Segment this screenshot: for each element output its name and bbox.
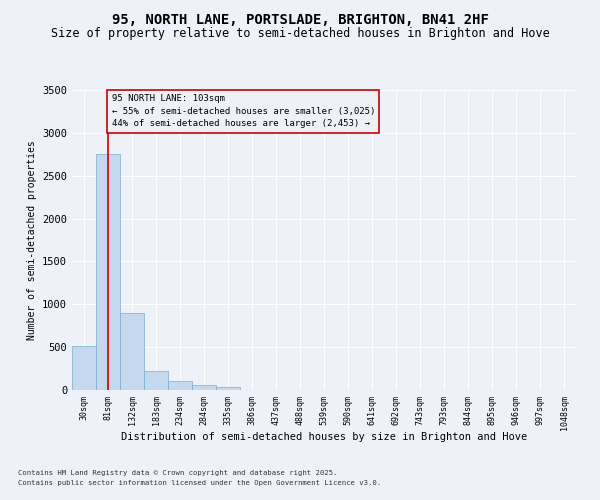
Text: Contains HM Land Registry data © Crown copyright and database right 2025.: Contains HM Land Registry data © Crown c… (18, 470, 337, 476)
Bar (72, 346, 96, 390)
Bar (192, 386, 216, 390)
Bar (168, 380, 192, 390)
Bar (216, 388, 240, 390)
Text: Size of property relative to semi-detached houses in Brighton and Hove: Size of property relative to semi-detach… (50, 28, 550, 40)
Y-axis label: Number of semi-detached properties: Number of semi-detached properties (26, 140, 37, 340)
Bar (96, 154, 120, 390)
Text: Contains public sector information licensed under the Open Government Licence v3: Contains public sector information licen… (18, 480, 381, 486)
Text: 95, NORTH LANE, PORTSLADE, BRIGHTON, BN41 2HF: 95, NORTH LANE, PORTSLADE, BRIGHTON, BN4… (112, 12, 488, 26)
Text: Distribution of semi-detached houses by size in Brighton and Hove: Distribution of semi-detached houses by … (121, 432, 527, 442)
Bar (144, 371, 168, 390)
Bar (120, 313, 144, 390)
Text: 95 NORTH LANE: 103sqm
← 55% of semi-detached houses are smaller (3,025)
44% of s: 95 NORTH LANE: 103sqm ← 55% of semi-deta… (112, 94, 375, 128)
